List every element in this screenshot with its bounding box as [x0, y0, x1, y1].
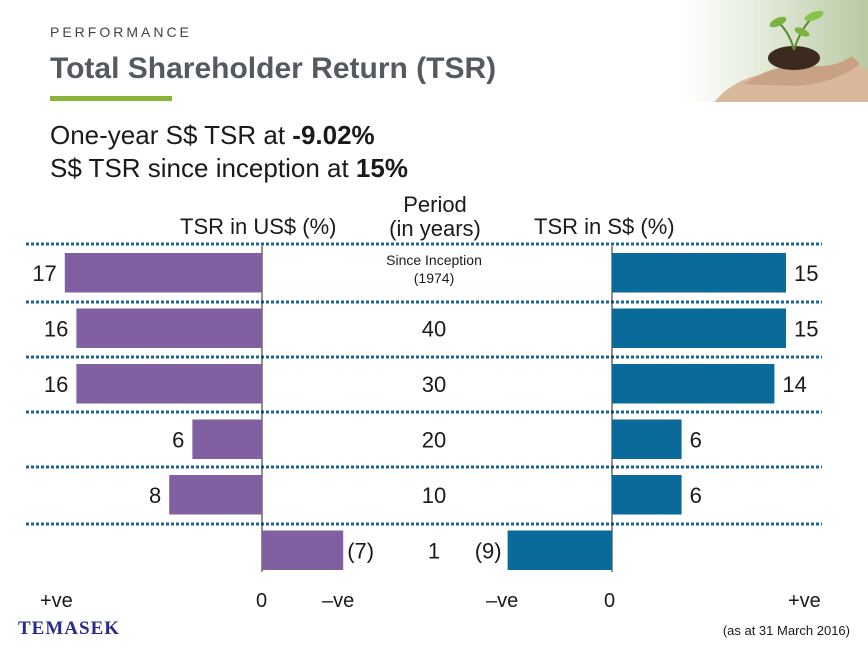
seedling-hands-photo — [684, 0, 868, 102]
scale-left-positive: +ve — [40, 590, 73, 612]
scale-right-negative: –ve — [486, 590, 519, 612]
us-bar — [192, 419, 262, 459]
us-value-label: 6 — [172, 427, 184, 452]
headline-2-prefix: S$ TSR since inception at — [50, 153, 356, 183]
period-label: Since Inception — [386, 252, 482, 268]
as-at-date-note: (as at 31 March 2016) — [722, 623, 850, 638]
sgd-bar — [612, 419, 682, 459]
sgd-value-label: 6 — [690, 427, 702, 452]
us-value-label: 16 — [44, 372, 68, 397]
scale-left-negative: –ve — [322, 590, 355, 612]
period-label: 1 — [428, 538, 440, 563]
us-value-label: 17 — [32, 261, 56, 286]
headline-since-inception: S$ TSR since inception at 15% — [50, 153, 408, 184]
sgd-value-label: 15 — [794, 261, 818, 286]
sgd-value-label: 14 — [782, 372, 806, 397]
column-header-period: Period (in years) — [376, 193, 494, 241]
sgd-bar — [612, 364, 775, 404]
us-value-label: 8 — [149, 483, 161, 508]
section-label: PERFORMANCE — [50, 24, 192, 40]
us-value-label: 16 — [44, 316, 68, 341]
us-bar — [64, 253, 262, 293]
title-underline — [50, 96, 172, 101]
scale-right-zero: 0 — [604, 590, 616, 612]
period-label: 20 — [422, 427, 446, 452]
scale-left-zero: 0 — [256, 590, 268, 612]
us-bar — [76, 308, 263, 348]
sgd-value-label: 15 — [794, 316, 818, 341]
scale-right-positive: +ve — [788, 590, 821, 612]
headline-one-year: One-year S$ TSR at -9.02% — [50, 120, 375, 151]
sgd-bar — [612, 253, 786, 293]
sgd-bar — [507, 530, 612, 570]
sgd-value-label: (9) — [475, 538, 502, 563]
headline-2-value: 15% — [355, 153, 408, 183]
us-bar — [76, 364, 263, 404]
us-bar — [169, 475, 262, 515]
headline-1-value: -9.02% — [292, 120, 375, 150]
sgd-bar — [612, 475, 682, 515]
us-bar — [262, 530, 344, 570]
column-header-sgd: TSR in S$ (%) — [534, 214, 675, 239]
us-value-label: (7) — [347, 538, 374, 563]
temasek-logo: TEMASEK — [18, 618, 121, 639]
page-title: Total Shareholder Return (TSR) — [50, 52, 497, 85]
column-header-period-line1: Period — [403, 192, 467, 217]
period-label: (1974) — [414, 270, 454, 286]
period-label: 30 — [422, 372, 446, 397]
column-header-us: TSR in US$ (%) — [180, 214, 337, 239]
period-label: 10 — [422, 483, 446, 508]
column-header-period-line2: (in years) — [389, 216, 481, 241]
sgd-bar — [612, 308, 786, 348]
sgd-value-label: 6 — [690, 483, 702, 508]
period-label: 40 — [422, 316, 446, 341]
headline-1-prefix: One-year S$ TSR at — [50, 120, 293, 150]
